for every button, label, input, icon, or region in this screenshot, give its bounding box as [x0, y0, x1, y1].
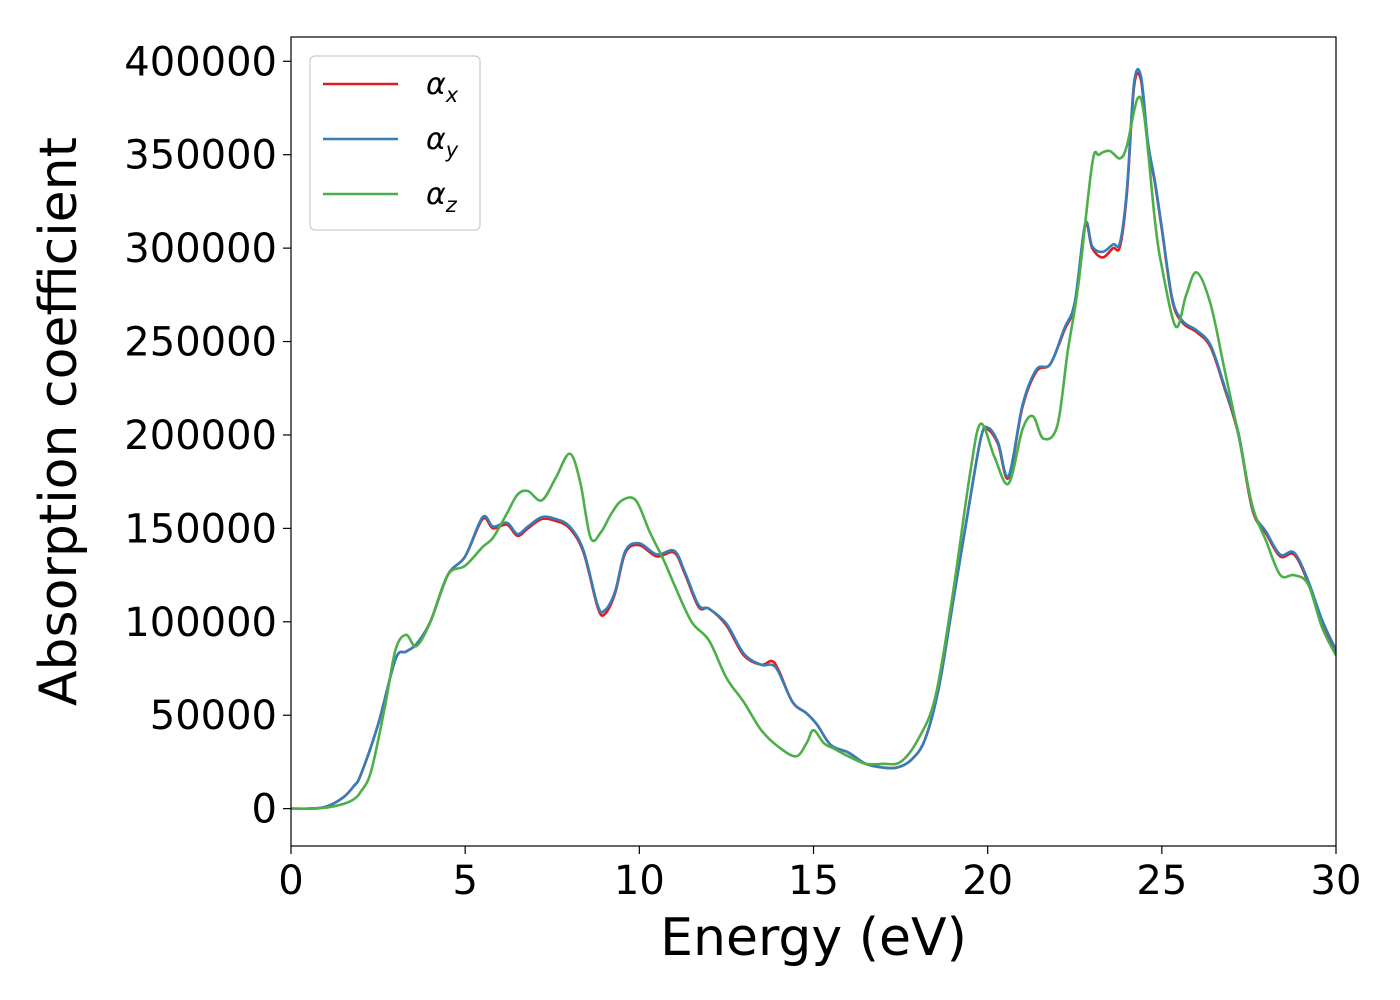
x-tick-label: 0 — [278, 858, 303, 904]
legend-label-x: αx — [426, 67, 459, 107]
legend-label-subscript: z — [445, 193, 458, 217]
series-line-z — [291, 95, 1336, 811]
y-tick-label: 100000 — [124, 600, 277, 646]
x-axis-label: Energy (eV) — [660, 908, 967, 968]
legend-box — [309, 55, 481, 231]
x-tick-label: 15 — [788, 858, 839, 904]
y-tick-label: 50000 — [150, 693, 277, 739]
x-tick-label: 20 — [962, 858, 1013, 904]
legend-label-base: α — [426, 122, 446, 157]
x-tick-label: 5 — [452, 858, 477, 904]
y-tick-label: 300000 — [124, 226, 277, 272]
x-tick-label: 25 — [1136, 858, 1187, 904]
y-tick-label: 250000 — [124, 320, 277, 366]
legend-label-base: α — [426, 177, 446, 212]
y-tick-label: 0 — [252, 787, 277, 833]
y-axis-label: Absorption coefficient — [29, 137, 89, 706]
y-tick-label: 150000 — [124, 506, 277, 552]
y-tick-label: 400000 — [124, 39, 277, 85]
legend-label-y: αy — [426, 122, 459, 162]
y-tick-label: 350000 — [124, 133, 277, 179]
plot-lines — [291, 68, 1336, 811]
x-axis-ticks: 0 5 10 15 20 25 30 — [278, 846, 1361, 904]
y-axis-ticks: 0 50000 100000 150000 200000 250000 300000 3500… — [124, 39, 291, 833]
y-tick-label: 200000 — [124, 413, 277, 459]
legend-label-subscript: x — [445, 83, 459, 107]
legend-label-z: αz — [426, 177, 458, 217]
legend-label-subscript: y — [445, 138, 459, 162]
x-tick-label: 30 — [1311, 858, 1362, 904]
x-tick-label: 10 — [614, 858, 665, 904]
legend-label-base: α — [426, 67, 446, 102]
